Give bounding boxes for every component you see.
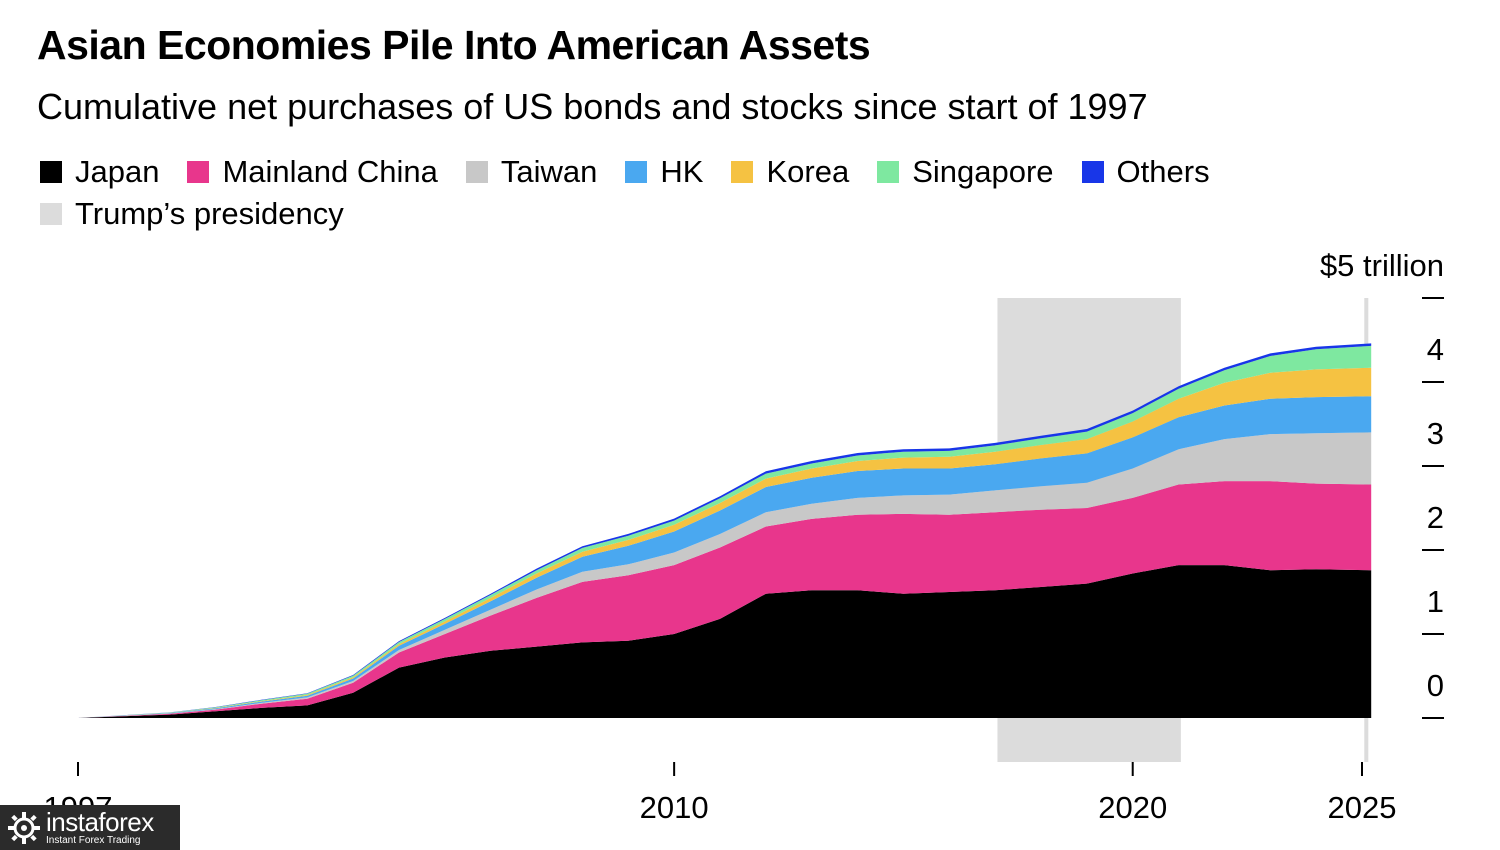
legend-swatch-trump-presidency (40, 203, 62, 225)
y-tick-label-5: $5 trillion (1320, 248, 1444, 283)
area-series-others (78, 343, 1372, 718)
legend-item-trump-presidency: Trump’s presidency (40, 196, 344, 232)
watermark: instaforex Instant Forex Trading (0, 805, 180, 850)
legend-swatch-hk (625, 161, 648, 183)
area-series-taiwan (78, 432, 1372, 718)
legend-item-japan: Japan (40, 154, 159, 190)
area-series-singapore (78, 345, 1372, 718)
y-tick-label-3: 3 (1427, 416, 1444, 451)
y-tick-label-1: 1 (1427, 584, 1444, 619)
legend-label-taiwan: Taiwan (500, 154, 598, 189)
legend-label-korea: Korea (766, 154, 850, 189)
legend-row-series: Japan Mainland China Taiwan HK Korea Sin… (40, 152, 1340, 192)
legend-label-others: Others (1116, 154, 1210, 189)
watermark-tagline: Instant Forex Trading (46, 835, 141, 846)
chart-subtitle: Cumulative net purchases of US bonds and… (37, 86, 1148, 127)
legend-item-taiwan: Taiwan (465, 154, 598, 190)
area-series (78, 343, 1372, 718)
area-series-korea (78, 367, 1372, 718)
legend-swatch-others (1081, 161, 1104, 183)
x-tick-label-2010: 2010 (640, 790, 709, 825)
legend-row-shading: Trump’s presidency (40, 194, 1340, 234)
legend-label-trump-presidency: Trump’s presidency (75, 196, 344, 231)
watermark-brand: instaforex (46, 807, 154, 837)
watermark-text: instaforex Instant Forex Trading (46, 809, 154, 846)
legend-item-others: Others (1081, 154, 1210, 190)
legend-item-mainland-china: Mainland China (187, 154, 438, 190)
legend-item-singapore: Singapore (877, 154, 1054, 190)
legend-item-korea: Korea (731, 154, 849, 190)
legend-swatch-korea (731, 161, 754, 183)
legend-swatch-taiwan (465, 161, 488, 183)
x-tick-label-2025: 2025 (1328, 790, 1397, 825)
area-series-hk (78, 396, 1372, 718)
legend-swatch-mainland-china (187, 161, 210, 183)
legend-label-japan: Japan (75, 154, 160, 189)
legend-swatch-japan (40, 161, 62, 183)
chart-title: Asian Economies Pile Into American Asset… (37, 22, 871, 68)
area-series-japan (78, 565, 1372, 718)
legend-label-mainland-china: Mainland China (222, 154, 438, 189)
y-tick-label-2: 2 (1427, 500, 1444, 535)
legend-label-hk: HK (660, 154, 704, 189)
x-axis: 1997201020202025 (44, 762, 1397, 825)
legend-item-hk: HK (625, 154, 703, 190)
y-tick-label-0: 0 (1427, 668, 1444, 703)
legend-swatch-singapore (877, 161, 900, 183)
legend-label-singapore: Singapore (912, 154, 1054, 189)
y-tick-label-4: 4 (1427, 332, 1444, 367)
legend: Japan Mainland China Taiwan HK Korea Sin… (40, 152, 1340, 236)
x-tick-label-2020: 2020 (1098, 790, 1167, 825)
instaforex-logo-icon (8, 811, 40, 844)
area-series-mainland-china (78, 481, 1372, 718)
y-axis: 0 1 2 3 4 $5 trillion (1320, 248, 1444, 719)
